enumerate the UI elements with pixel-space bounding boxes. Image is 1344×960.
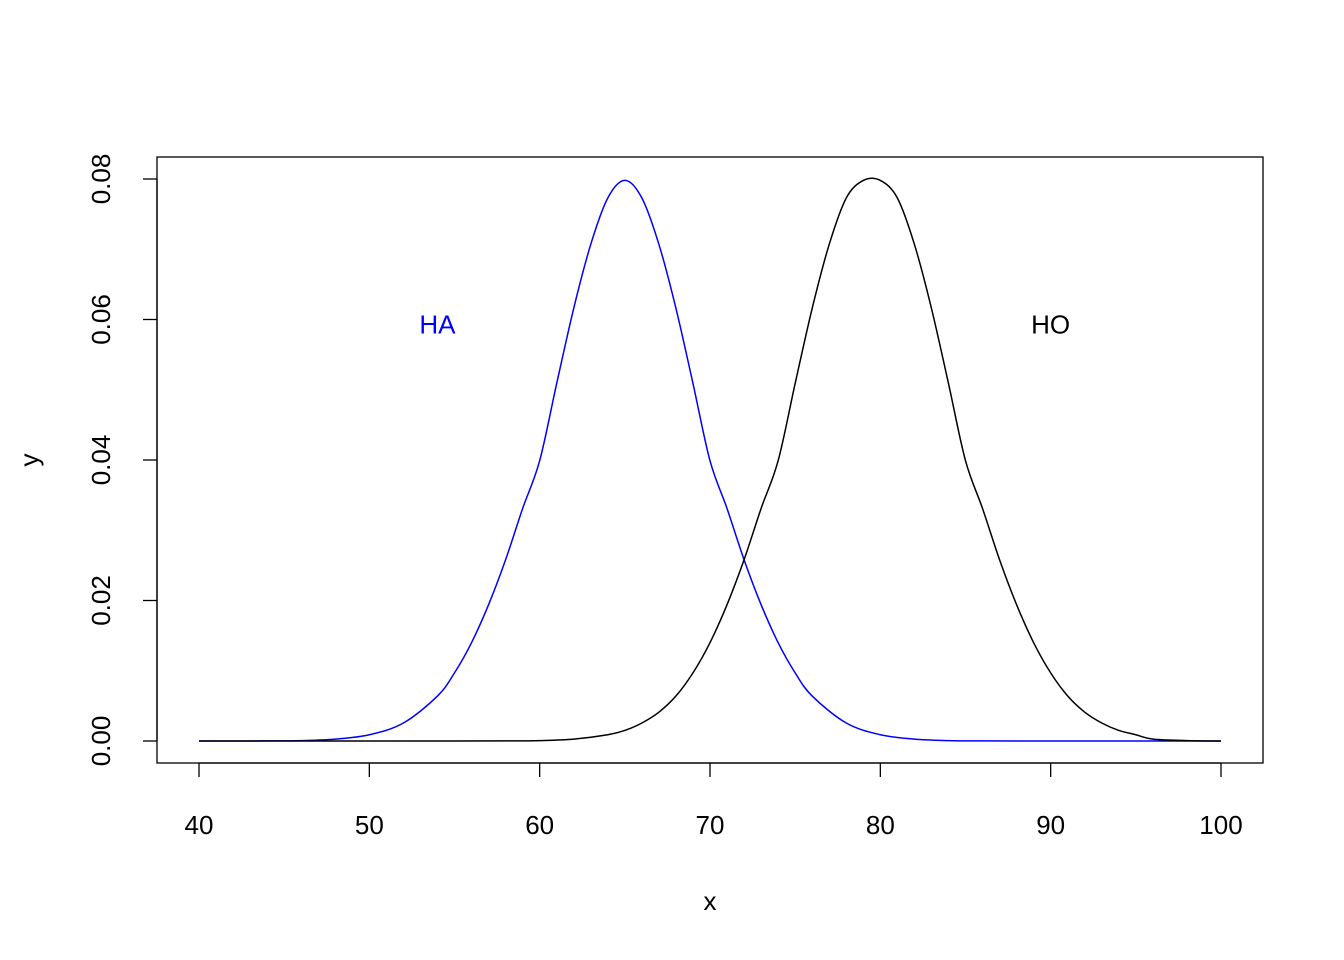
- series-layer: [198, 177, 1222, 742]
- annotation-layer: HA HO: [419, 309, 1070, 339]
- x-tick-label: 40: [185, 810, 214, 840]
- x-axis-label: x: [704, 886, 717, 916]
- y-tick-label: 0.08: [86, 154, 116, 205]
- y-tick-label: 0.06: [86, 294, 116, 345]
- x-tick-label: 60: [525, 810, 554, 840]
- y-tick-label: 0.04: [86, 435, 116, 486]
- y-axis: 0.00 0.02 0.04 0.06 0.08: [86, 154, 158, 767]
- x-tick-label: 70: [696, 810, 725, 840]
- annotation-ha: HA: [419, 309, 456, 339]
- series-line-2: [199, 177, 1222, 742]
- y-tick-label: 0.02: [86, 575, 116, 626]
- x-tick-label: 50: [355, 810, 384, 840]
- y-tick-label: 0.00: [86, 716, 116, 767]
- x-tick-label: 90: [1036, 810, 1065, 840]
- x-tick-label: 80: [866, 810, 895, 840]
- x-tick-label: 100: [1199, 810, 1242, 840]
- series-line-1: [198, 179, 1221, 742]
- annotation-ho: HO: [1031, 309, 1070, 339]
- x-axis: 40 50 60 70 80 90 100: [185, 762, 1243, 840]
- y-axis-label: y: [14, 454, 44, 467]
